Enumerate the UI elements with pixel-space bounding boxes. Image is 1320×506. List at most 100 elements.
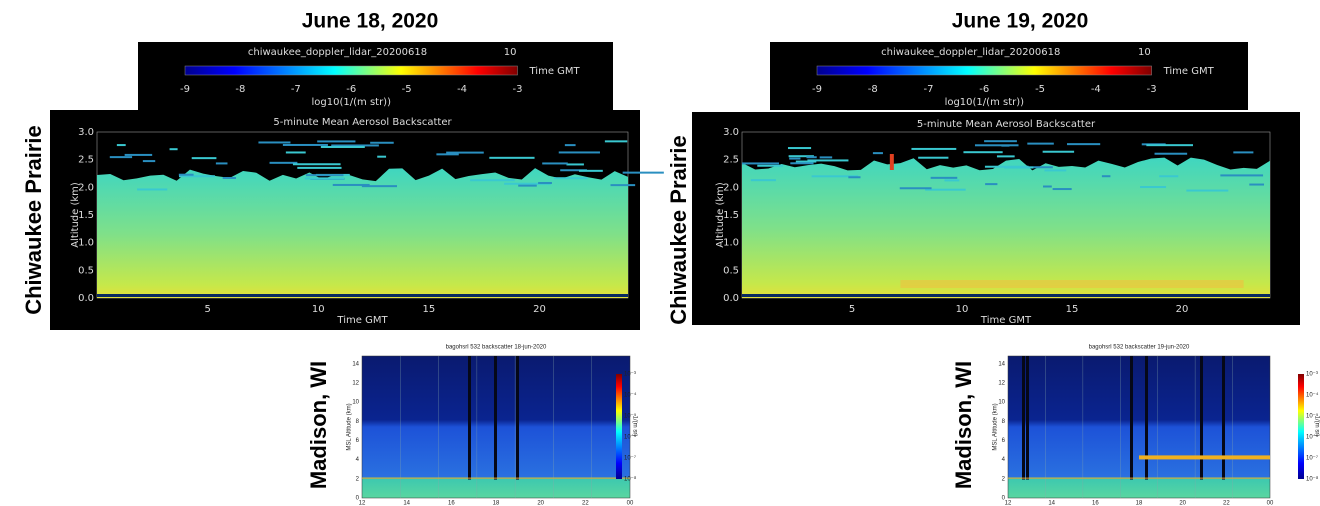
colorbar-box <box>138 42 613 110</box>
cloud-column <box>494 356 497 480</box>
cloud-streak <box>872 152 883 155</box>
hsrl-x-tick: 18 <box>1136 501 1143 506</box>
colorbar-label: log10(1/(m str)) <box>312 97 392 108</box>
cloud-streak <box>578 169 603 172</box>
hsrl-colorbar-tick: 10⁻³ <box>1306 372 1318 378</box>
y-tick-label: 1.5 <box>723 210 739 221</box>
cloud-streak <box>984 165 1029 168</box>
cloud-streak <box>191 157 217 160</box>
hsrl-y-tick: 12 <box>352 380 359 386</box>
hsrl-colorbar-tick: 10⁻⁴ <box>1306 392 1319 399</box>
hsrl-y-tick: 10 <box>352 400 359 406</box>
y-tick-label: 1.0 <box>78 238 94 249</box>
aerosol-layer <box>742 157 1270 298</box>
hsrl-x-tick: 22 <box>582 501 589 506</box>
hsrl-x-tick: 00 <box>1267 501 1274 506</box>
colorbar-tick: -7 <box>924 84 934 95</box>
cloud-streak <box>538 181 552 184</box>
cloud-column <box>1145 356 1148 480</box>
x-tick-label: 15 <box>423 304 436 315</box>
cloud-streak <box>297 166 342 169</box>
cloud-streak <box>622 171 664 174</box>
cloud-streak <box>331 144 379 147</box>
hsrl-x-tick: 14 <box>403 501 410 506</box>
cloud-streak <box>925 188 966 191</box>
colorbar <box>816 65 1152 76</box>
cloud-streak <box>1101 175 1111 178</box>
hsrl-y-tick: 2 <box>1002 476 1006 482</box>
colorbar-tick: -4 <box>1091 84 1101 95</box>
y-tick-label: 0.0 <box>723 293 739 304</box>
cloud-streak <box>558 151 600 154</box>
colorbar-tick: -3 <box>1147 84 1157 95</box>
y-axis-label: Altitude (km) <box>70 182 81 248</box>
cloud-streak <box>918 156 949 159</box>
colorbar-title: chiwaukee_doppler_lidar_20200618 <box>881 47 1060 58</box>
x-tick-label: 5 <box>849 304 855 315</box>
cloud-streak <box>1044 169 1067 172</box>
cloud-column <box>516 356 519 480</box>
date-title: June 19, 2020 <box>952 10 1089 33</box>
cloud-streak <box>142 160 156 163</box>
x-tick-label: 5 <box>204 304 210 315</box>
x-tick-label: 10 <box>956 304 969 315</box>
hsrl-x-tick: 00 <box>627 501 634 506</box>
cloud-streak <box>109 156 133 159</box>
hsrl-y-tick: 0 <box>1002 496 1006 502</box>
colorbar-tick: -7 <box>291 84 301 95</box>
hsrl-y-tick: 6 <box>1002 438 1006 444</box>
cloud-streak <box>377 155 387 158</box>
site-label: Madison, WI <box>306 361 331 489</box>
cloud-streak <box>560 169 587 172</box>
hsrl-title: bagohsrl 532 backscatter 18-jun-2020 <box>446 345 547 351</box>
hsrl-colorbar-tick: 10⁻⁶ <box>1306 434 1319 441</box>
hsrl-y-label: MSL Altitude (km) <box>993 403 999 450</box>
site-label: Chiwaukee Prairie <box>21 125 46 315</box>
cloud-streak <box>179 175 215 178</box>
colorbar-title: chiwaukee_doppler_lidar_20200618 <box>248 47 427 58</box>
cloud-streak <box>930 176 958 179</box>
cloud-column <box>1222 356 1225 480</box>
cloud-streak <box>258 141 291 144</box>
hsrl-y-tick: 14 <box>352 361 359 367</box>
hsrl-y-tick: 8 <box>356 419 360 425</box>
hsrl-y-tick: 10 <box>998 400 1005 406</box>
cloud-streak <box>963 151 1003 154</box>
colorbar-tick: -9 <box>180 84 190 95</box>
plume <box>889 154 894 170</box>
cloud-column <box>1022 356 1025 480</box>
cloud-streak <box>985 183 998 186</box>
cloud-streak <box>806 156 817 159</box>
cloud-streak <box>553 177 588 180</box>
cloud-streak <box>848 176 861 179</box>
near-surface-haze <box>900 280 1244 288</box>
cloud-streak <box>996 155 1015 158</box>
cloud-streak <box>795 160 817 163</box>
cloud-streak <box>757 164 784 167</box>
cloud-streak <box>604 140 628 143</box>
site-label: Chiwaukee Prairie <box>666 135 691 325</box>
cloud-streak <box>137 188 168 191</box>
cloud-streak <box>1146 144 1193 147</box>
cloud-streak <box>292 163 341 166</box>
hsrl-colorbar-tick: 10⁻⁷ <box>624 455 636 462</box>
cloud-streak <box>124 153 153 156</box>
y-tick-label: 0.0 <box>78 293 94 304</box>
colorbar-tick: -9 <box>812 84 822 95</box>
cloud-streak <box>542 162 568 165</box>
hsrl-colorbar <box>1298 374 1304 479</box>
cloud-streak <box>285 151 306 154</box>
cloud-streak <box>811 175 859 178</box>
cloud-streak <box>787 147 812 150</box>
lidar-title: 5-minute Mean Aerosol Backscatter <box>917 119 1096 130</box>
hsrl-y-tick: 12 <box>998 380 1005 386</box>
colorbar-tick: -3 <box>513 84 523 95</box>
cloud-streak <box>305 174 344 177</box>
hsrl-y-tick: 2 <box>356 476 360 482</box>
cloud-column <box>1130 356 1133 480</box>
colorbar-label: log10(1/(m str)) <box>945 97 1025 108</box>
hsrl-colorbar-tick: 10⁻⁸ <box>624 476 637 483</box>
cloud-streak <box>222 177 236 180</box>
hsrl-colorbar-tick: 10⁻⁵ <box>624 413 637 420</box>
y-tick-label: 0.5 <box>723 265 739 276</box>
